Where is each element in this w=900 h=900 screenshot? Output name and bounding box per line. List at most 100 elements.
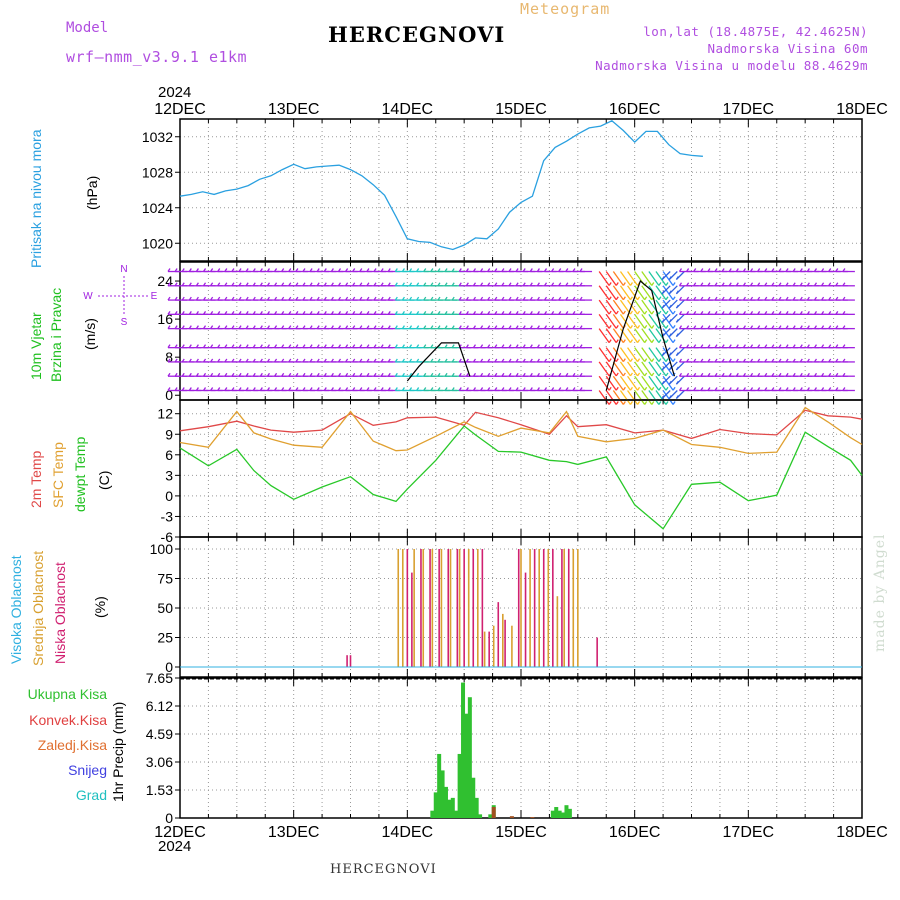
wind-barb — [252, 387, 256, 391]
legend-hail: Grad — [75, 787, 107, 803]
wind-barb — [337, 344, 342, 349]
wind-barb — [764, 372, 768, 377]
wind-barb — [615, 358, 619, 363]
wind-barb — [295, 325, 299, 329]
wind-barb — [387, 268, 391, 272]
wind-barb — [373, 296, 377, 301]
wind-barb — [672, 324, 676, 329]
wind-barb — [373, 325, 377, 329]
wind-barb — [458, 296, 462, 301]
wind-barb — [686, 325, 690, 329]
wind-barb — [522, 310, 526, 315]
x-tick-label: 17DEC — [723, 824, 775, 841]
precip-bar — [557, 810, 562, 818]
wind-barb — [330, 358, 334, 363]
x-tick-label: 16DEC — [609, 101, 661, 118]
wind-barb — [536, 344, 540, 349]
wind-barb — [295, 372, 299, 377]
wind-barb — [451, 372, 455, 377]
wind-barb — [181, 387, 185, 391]
wind-barb — [828, 358, 832, 363]
wind-barb — [423, 268, 427, 272]
wind-barb — [181, 296, 185, 301]
wind-barb — [735, 310, 739, 315]
wind-barb — [217, 344, 221, 349]
wind-barb — [309, 344, 313, 349]
wind-barb — [641, 347, 653, 363]
wind-barb — [345, 310, 349, 315]
wind-barb — [181, 358, 185, 363]
wind-barb — [259, 296, 263, 301]
wind-barb — [608, 310, 612, 315]
wind-barb — [662, 375, 674, 391]
wind-barb — [352, 310, 356, 315]
wind-barb — [359, 282, 363, 287]
temp-y-tick-label: -3 — [161, 508, 174, 524]
wind-barb — [465, 325, 469, 329]
wind-barb — [380, 387, 384, 391]
wind-barb — [494, 325, 498, 329]
wind-barb — [750, 344, 754, 349]
wind-barb — [174, 372, 178, 377]
precip-bar — [474, 797, 479, 818]
wind-barb — [813, 325, 818, 329]
wind-barb — [655, 390, 667, 405]
precip-bar — [564, 805, 569, 818]
wind-barb — [675, 395, 679, 399]
wind-barb — [655, 361, 667, 377]
wind-barb — [778, 325, 782, 329]
wind-barb — [686, 387, 690, 391]
wind-barb — [612, 313, 624, 329]
wind-barb — [401, 358, 405, 363]
wind-barb — [174, 296, 178, 301]
wind-barb — [316, 268, 320, 272]
wind-barb — [295, 310, 299, 315]
compass-s: S — [121, 317, 128, 328]
wind-barb — [665, 372, 669, 377]
wind-barb — [651, 339, 655, 343]
wind-barb — [387, 310, 391, 315]
wind-barb — [274, 282, 278, 287]
wind-barb — [785, 344, 789, 349]
wind-barb — [288, 387, 292, 391]
wind-barb — [821, 358, 825, 363]
legend-total-rain: Ukupna Kisa — [27, 686, 107, 702]
wind-barb — [508, 387, 512, 391]
wind-barb — [210, 268, 214, 272]
wind-barb — [366, 296, 370, 301]
wind-barb — [487, 296, 491, 301]
wind-barb — [238, 358, 242, 363]
wind-barb — [565, 282, 569, 287]
precip-bar — [488, 814, 493, 818]
wind-barb — [465, 268, 469, 272]
wind-barb — [771, 358, 775, 363]
wind-barb — [437, 325, 441, 329]
wind-barb — [174, 387, 178, 391]
precip-y-tick-label: 6.12 — [146, 698, 173, 714]
wind-barb — [792, 358, 796, 363]
wind-barb — [672, 386, 676, 391]
wind-barb — [337, 296, 342, 301]
wind-barb — [231, 268, 235, 272]
wind-barb — [565, 387, 569, 391]
wind-barb — [644, 386, 648, 391]
wind-barb — [274, 268, 278, 272]
wind-barb — [543, 310, 548, 315]
wind-barb — [444, 387, 448, 391]
wind-barb — [224, 296, 228, 301]
wind-barb — [359, 268, 363, 272]
wind-barb — [352, 358, 356, 363]
wind-barb — [373, 372, 377, 377]
wind-barb — [662, 328, 674, 343]
wind-barb — [451, 325, 455, 329]
wind-barb — [515, 387, 519, 391]
wind-barb — [641, 328, 653, 343]
wind-barb — [771, 325, 775, 329]
wind-barb — [295, 344, 299, 349]
wind-barb — [735, 358, 739, 363]
wind-barb — [501, 310, 505, 315]
wind-barb — [644, 372, 648, 377]
wind-barb — [771, 387, 775, 391]
wind-barb — [458, 387, 462, 391]
